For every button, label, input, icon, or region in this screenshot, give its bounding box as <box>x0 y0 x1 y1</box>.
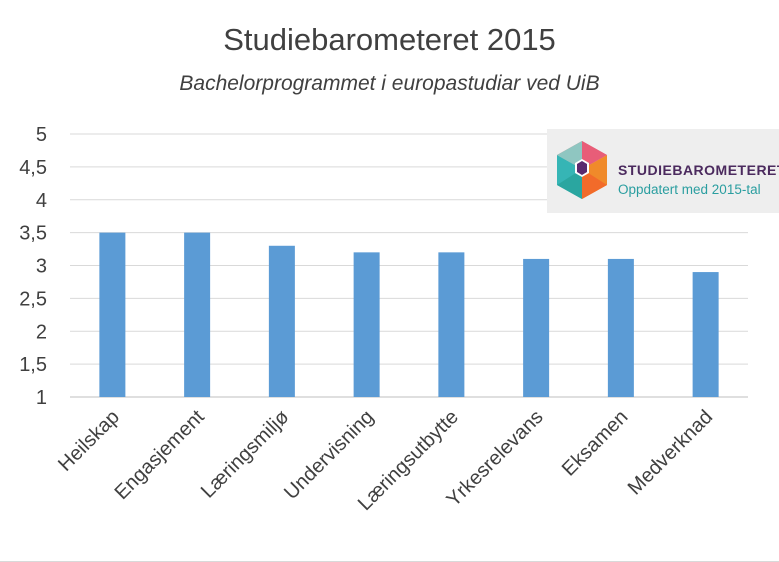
y-tick-label: 4 <box>36 190 47 212</box>
badge-name: STUDIEBAROMETERET <box>618 162 779 178</box>
bar <box>607 258 634 397</box>
y-tick-label: 5 <box>36 124 47 146</box>
y-tick-label: 3 <box>36 256 47 278</box>
chart-subtitle: Bachelorprogrammet i europastudiar ved U… <box>179 72 600 95</box>
x-tick-label: Heilskap <box>54 406 124 476</box>
x-tick-label: Engasjement <box>111 406 209 504</box>
bar <box>353 252 380 397</box>
y-tick-label: 1 <box>36 387 47 409</box>
bar <box>99 232 126 397</box>
bar <box>184 232 211 397</box>
y-tick-label: 1,5 <box>19 354 47 376</box>
y-tick-label: 2,5 <box>19 288 47 310</box>
x-tick-label: Læringsmiljø <box>197 406 293 502</box>
y-tick-label: 3,5 <box>19 223 47 245</box>
x-tick-label: Medverknad <box>624 406 717 499</box>
bar <box>523 258 550 397</box>
y-tick-label: 2 <box>36 321 47 343</box>
hexagon-cube-icon <box>557 141 607 199</box>
bar <box>438 252 465 397</box>
bar <box>268 245 295 397</box>
bar <box>692 272 719 397</box>
badge-tagline: Oppdatert med 2015-tal <box>618 182 761 197</box>
chart-title: Studiebarometeret 2015 <box>223 22 556 57</box>
studiebarometeret-badge: STUDIEBAROMETERET Oppdatert med 2015-tal <box>547 129 779 213</box>
y-tick-label: 4,5 <box>19 157 47 179</box>
x-tick-label: Eksamen <box>558 406 633 481</box>
